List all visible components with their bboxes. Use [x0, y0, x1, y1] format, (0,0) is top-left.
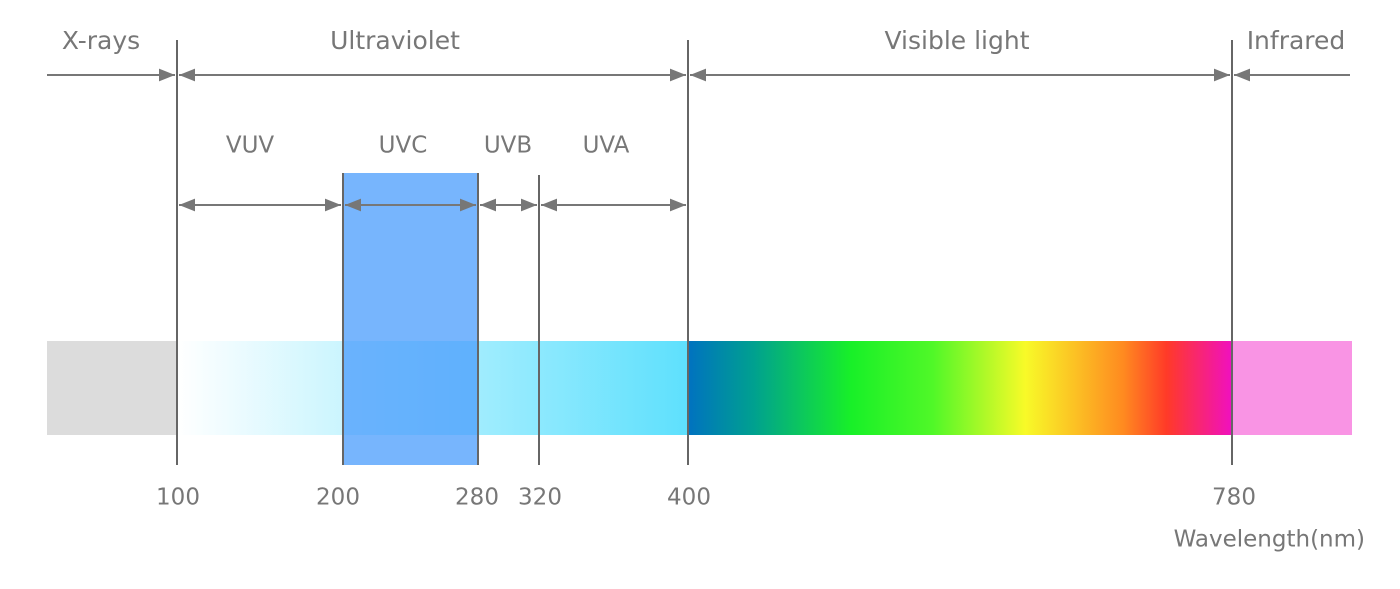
- wavelength-tick: 400: [667, 485, 711, 511]
- wavelength-tick: 200: [316, 485, 360, 511]
- wavelength-tick: 320: [518, 485, 562, 511]
- range-arrows: [47, 68, 1350, 212]
- sub-band-label: UVA: [583, 133, 630, 159]
- wavelength-tick: 100: [156, 485, 200, 511]
- wavelength-tick: 280: [455, 485, 499, 511]
- band-label: Infrared: [1247, 26, 1346, 55]
- axis-label: Wavelength(nm): [1174, 527, 1365, 553]
- band-label: Ultraviolet: [330, 26, 460, 55]
- sub-band-label: UVC: [379, 133, 428, 159]
- band-label: Visible light: [884, 26, 1029, 55]
- sub-band-label: UVB: [484, 133, 532, 159]
- divider-lines: [176, 40, 1233, 465]
- uvc-highlight: [343, 173, 478, 465]
- infrared-band: [1232, 341, 1352, 435]
- sub-band-label: VUV: [226, 133, 275, 159]
- wavelength-tick: 780: [1212, 485, 1256, 511]
- visible-band: [688, 341, 1232, 435]
- band-label: X-rays: [62, 26, 140, 55]
- xray-band: [47, 341, 177, 435]
